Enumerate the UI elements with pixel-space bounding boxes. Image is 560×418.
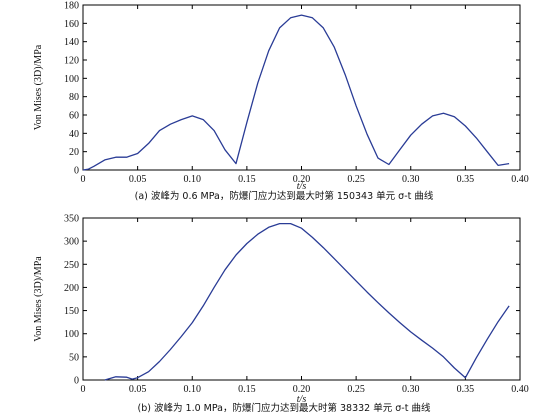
- chart-panel-b: 0 0.05 0.10 0.15 0.20 0.25 0.30 0.35 0.40 0 50 100 1…: [33, 214, 529, 415]
- y-tick-label: 0: [74, 166, 79, 177]
- x-tick-label: 0.15: [238, 174, 256, 185]
- x-tick-label: 0.35: [457, 384, 475, 395]
- y-tick-label: 80: [69, 92, 79, 103]
- x-tick-label: 0.10: [184, 174, 202, 185]
- x-tick-label: 0.05: [129, 384, 147, 395]
- y-tick-label: 180: [64, 1, 79, 12]
- chart-panel-a: 0 0.05 0.10 0.15 0.20 0.25 0.30 0.35 0.40 0 20 40 60…: [33, 1, 529, 203]
- y-tick-label: 150: [64, 306, 79, 317]
- x-tick-label: 0.25: [347, 174, 365, 185]
- x-tick-label: 0.05: [129, 174, 147, 185]
- x-tick-label: 0.40: [511, 384, 529, 395]
- y-tick-label: 200: [64, 283, 79, 294]
- y-axis-label: Von Mises (3D)/MPa: [33, 256, 44, 342]
- plot-frame: [82, 4, 521, 171]
- x-axis-label: t/s: [297, 394, 307, 405]
- y-tick-label: 140: [64, 37, 79, 48]
- x-tick-label: 0.30: [402, 174, 420, 185]
- x-tick-label: 0.40: [511, 174, 529, 185]
- y-axis-label: Von Mises (3D)/MPa: [33, 44, 44, 130]
- y-tick-label: 0: [74, 376, 79, 387]
- y-tick-label: 60: [69, 111, 79, 122]
- x-tick-label: 0: [81, 174, 86, 185]
- y-tick-label: 250: [64, 260, 79, 271]
- y-tick-label: 350: [64, 214, 79, 225]
- x-tick-label: 0.30: [402, 384, 420, 395]
- x-tick-label: 0.25: [347, 384, 365, 395]
- plot-frame: [82, 217, 521, 381]
- x-tick-label: 0.20: [293, 174, 311, 185]
- y-tick-label: 20: [69, 147, 79, 158]
- figure-caption: (a) 波峰为 0.6 MPa，防爆门应力达到最大时第 150343 单元 σ-…: [135, 190, 434, 202]
- figure-caption: (b) 波峰为 1.0 MPa，防爆门应力达到最大时第 38332 单元 σ-t…: [138, 402, 431, 414]
- y-tick-label: 300: [64, 237, 79, 248]
- x-tick-label: 0.10: [184, 384, 202, 395]
- y-tick-label: 50: [69, 352, 79, 363]
- x-axis-label: t/s: [297, 181, 307, 192]
- series-line: [104, 222, 510, 381]
- series-line: [82, 14, 510, 171]
- y-tick-label: 40: [69, 129, 79, 140]
- y-tick-label: 160: [64, 19, 79, 30]
- y-tick-label: 100: [64, 74, 79, 85]
- y-tick-label: 100: [64, 329, 79, 340]
- x-tick-label: 0.15: [238, 384, 256, 395]
- x-tick-label: 0.20: [293, 384, 311, 395]
- y-tick-label: 120: [64, 56, 79, 67]
- x-tick-label: 0: [81, 384, 86, 395]
- x-tick-label: 0.35: [457, 174, 475, 185]
